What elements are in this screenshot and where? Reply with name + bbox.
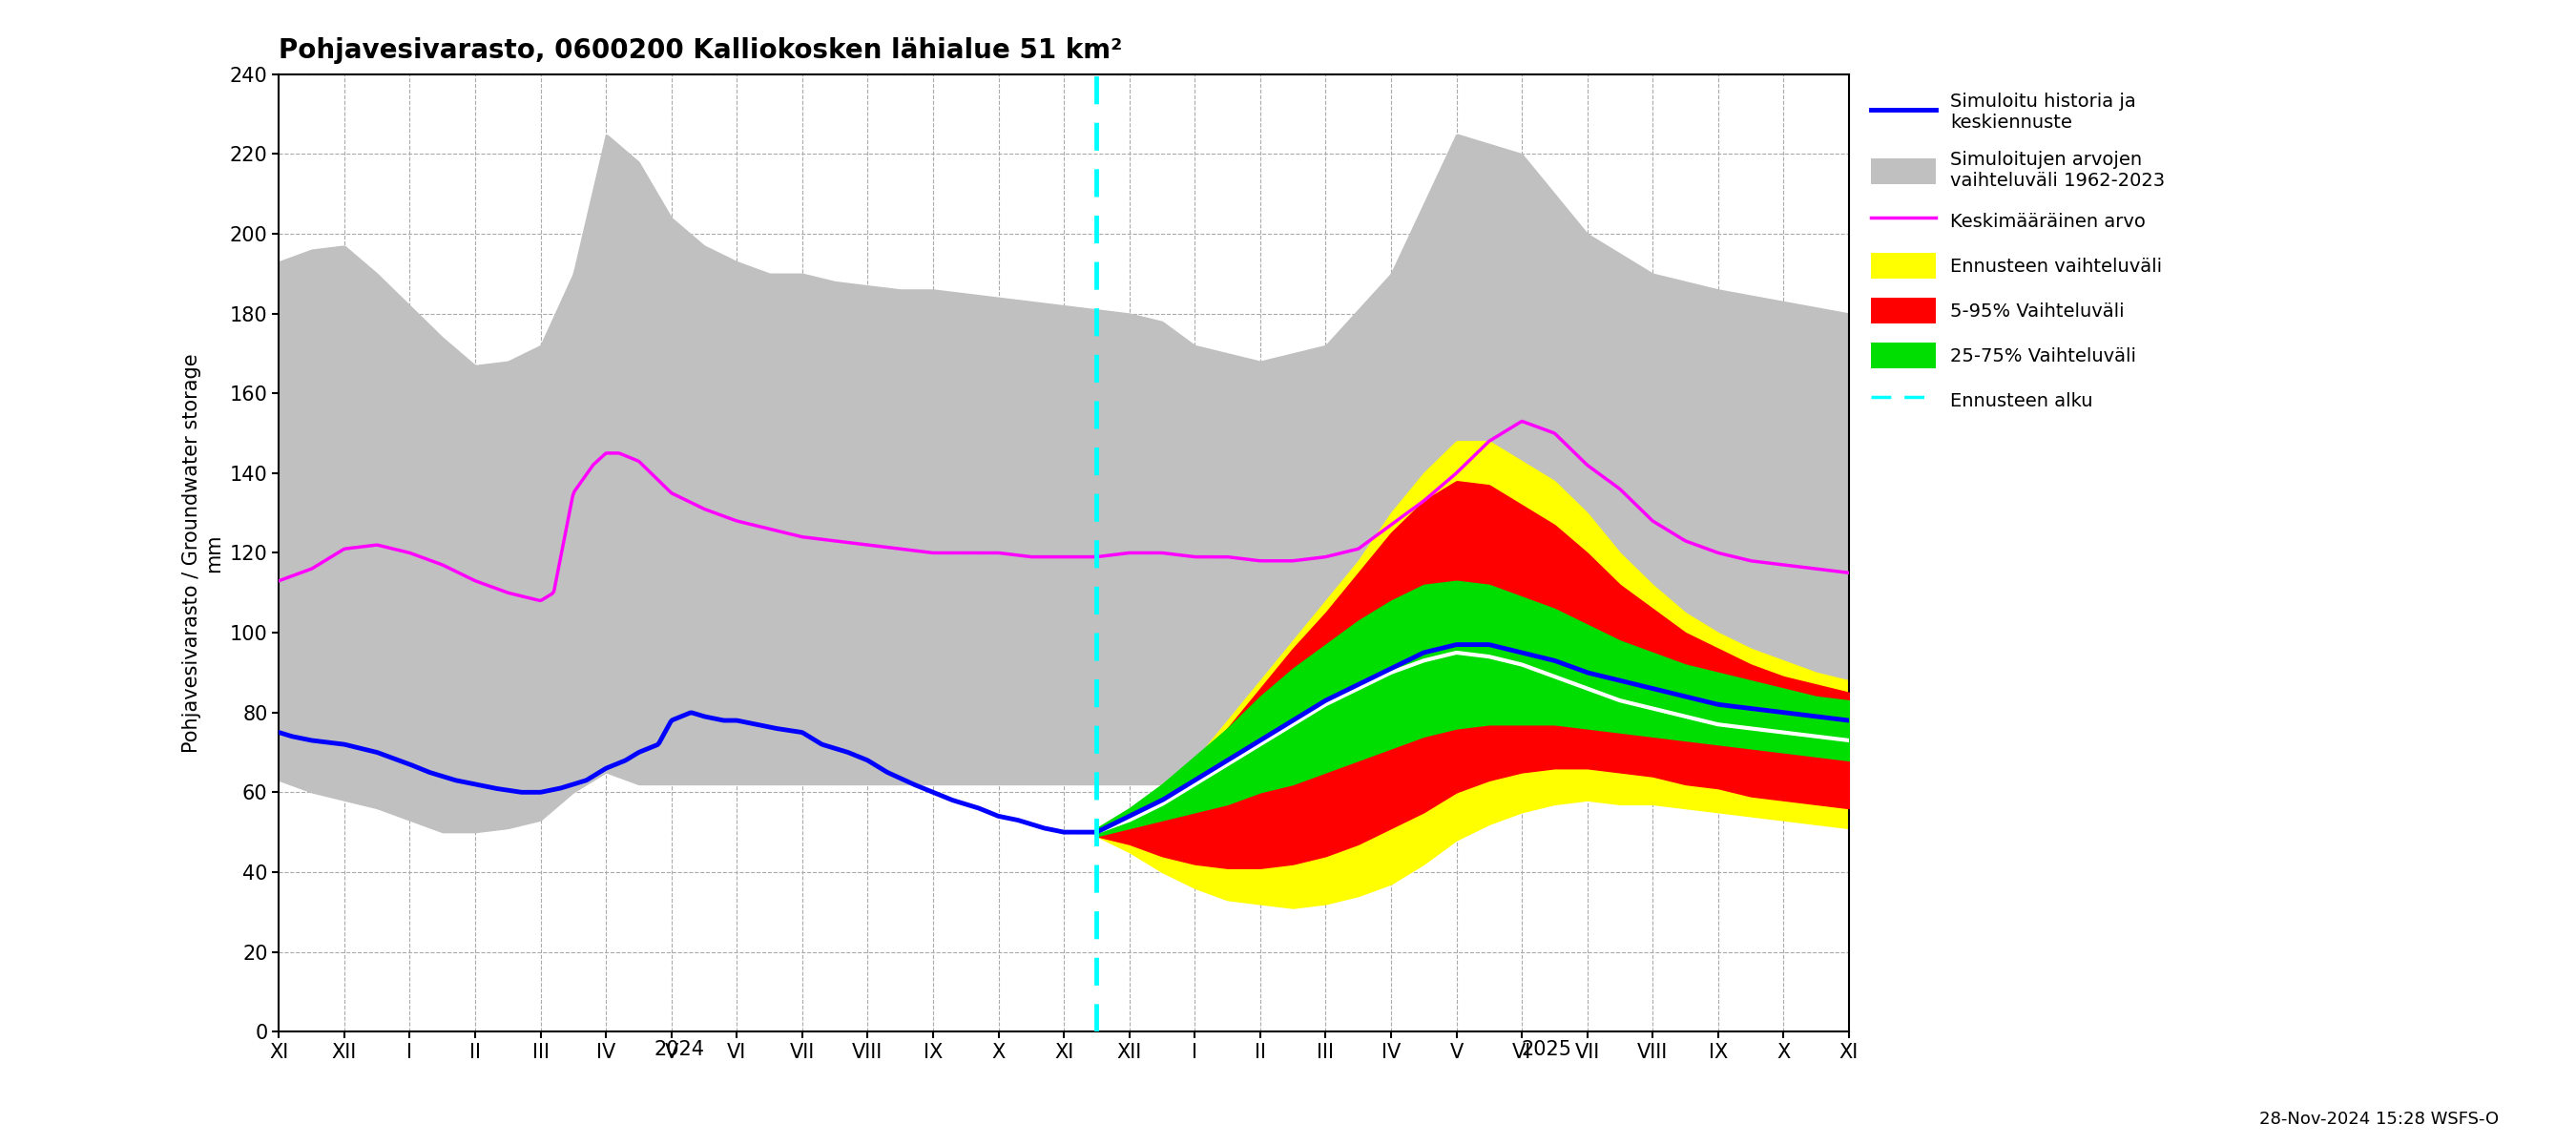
Text: 28-Nov-2024 15:28 WSFS-O: 28-Nov-2024 15:28 WSFS-O [2259, 1111, 2499, 1128]
Legend: Simuloitu historia ja
keskiennuste, Simuloitujen arvojen
vaihteluväli 1962-2023,: Simuloitu historia ja keskiennuste, Simu… [1862, 84, 2174, 423]
Y-axis label: Pohjavesivarasto / Groundwater storage
mm: Pohjavesivarasto / Groundwater storage m… [183, 353, 224, 752]
Text: 2025: 2025 [1522, 1040, 1571, 1059]
Text: Pohjavesivarasto, 0600200 Kalliokosken lähialue 51 km²: Pohjavesivarasto, 0600200 Kalliokosken l… [278, 37, 1123, 64]
Text: 2024: 2024 [654, 1040, 706, 1059]
